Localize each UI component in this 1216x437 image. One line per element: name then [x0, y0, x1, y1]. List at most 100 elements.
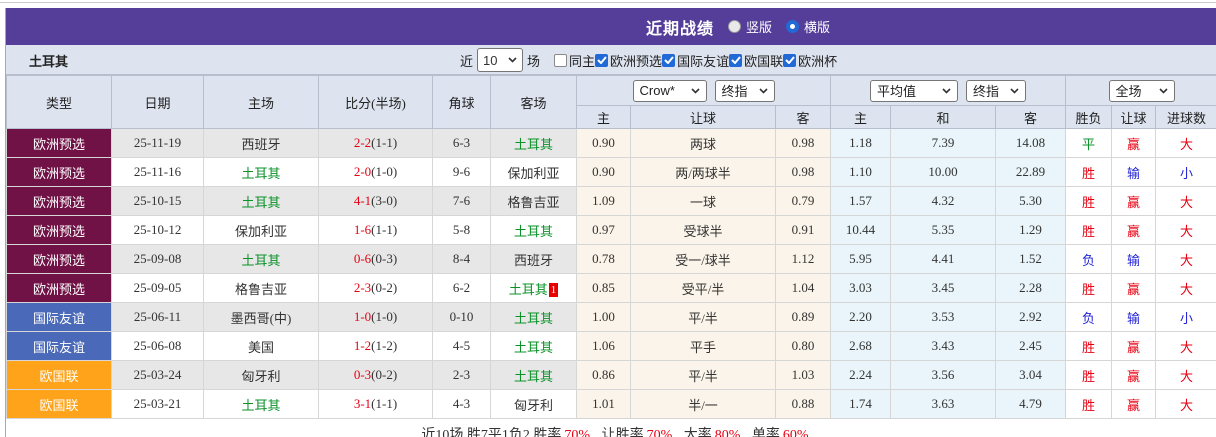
corners: 4-5 — [432, 331, 491, 361]
subcol-odds-away: 客 — [774, 105, 832, 129]
half-time-score: (1-2) — [371, 338, 398, 353]
chevron-down-icon — [758, 87, 768, 94]
radio-horizontal-layout[interactable]: 横版 — [786, 17, 830, 36]
match-date: 25-03-21 — [111, 389, 204, 419]
match-type-badge: 欧洲预选 — [6, 186, 112, 216]
summary-label: 近10场 胜7平1负2 胜率 — [421, 428, 562, 437]
home-team-name: 西班牙 — [241, 136, 281, 152]
outcome-result: 胜 — [1065, 389, 1113, 419]
goals-result: 大 — [1155, 273, 1216, 303]
col-header-score: 比分(半场) — [318, 75, 433, 129]
checkbox-icon — [729, 53, 743, 67]
summary-value: 70% — [564, 428, 591, 437]
handicap-line: 半/一 — [630, 389, 776, 419]
odds-stage-value: 终指 — [721, 84, 748, 99]
odds-source-select[interactable]: Crow* — [632, 79, 707, 102]
avg-home: 1.74 — [830, 389, 892, 419]
avg-home: 2.24 — [830, 360, 892, 390]
odds-away: 0.89 — [774, 302, 832, 332]
avg-away: 2.45 — [995, 331, 1067, 361]
outcome-result: 胜 — [1065, 215, 1113, 245]
summary-value: 60% — [782, 428, 809, 437]
home-team-name: 匈牙利 — [241, 368, 281, 384]
avg-away: 5.30 — [995, 186, 1067, 216]
panel-content: 近期战绩 竖版 横版 土耳其 近 10 场 同主 — [5, 8, 1216, 437]
home-team-cell: 西班牙 — [203, 128, 319, 158]
match-type-badge: 欧洲预选 — [6, 157, 112, 187]
goals-result: 大 — [1155, 331, 1216, 361]
away-team-name: 土耳其 — [508, 281, 548, 297]
match-date: 25-06-08 — [111, 331, 204, 361]
chevron-down-icon — [1158, 87, 1168, 94]
away-team-cell: 土耳其 — [490, 331, 577, 361]
average-dropdown-cell: 平均值 终指 — [830, 75, 1067, 106]
odds-source-value: Crow* — [639, 83, 675, 98]
handicap-result: 赢 — [1111, 215, 1157, 245]
avg-away: 22.89 — [995, 157, 1067, 187]
match-type-badge: 国际友谊 — [6, 331, 112, 361]
checkbox-same-home[interactable]: 同主 — [554, 51, 595, 70]
radio-vertical-layout[interactable]: 竖版 — [728, 17, 772, 36]
goals-result: 大 — [1155, 389, 1216, 419]
chevron-down-icon — [1010, 87, 1019, 94]
subcol-handicap-result: 让球 — [1111, 105, 1157, 129]
home-team-name: 墨西哥(中) — [230, 310, 292, 326]
match-type-badge: 欧洲预选 — [6, 273, 112, 303]
match-date: 25-06-11 — [111, 302, 204, 332]
checkbox-friendlies[interactable]: 国际友谊 — [662, 51, 729, 70]
home-team-name: 土耳其 — [241, 165, 281, 181]
radio-icon — [786, 20, 800, 33]
table-row: 欧洲预选 25-10-15 土耳其 4-1(3-0) 7-6 格鲁吉亚 1.09 — [6, 186, 1216, 216]
scope-value: 全场 — [1115, 84, 1142, 99]
home-team-name: 土耳其 — [241, 194, 281, 210]
subcol-avg-away: 客 — [995, 105, 1067, 129]
checkbox-label: 欧洲杯 — [798, 53, 838, 69]
handicap-line: 平手 — [630, 331, 776, 361]
avg-home: 1.57 — [830, 186, 892, 216]
match-date: 25-09-08 — [111, 244, 204, 274]
checkbox-icon — [554, 53, 568, 67]
odds-home: 0.85 — [576, 273, 631, 303]
col-header-corners: 角球 — [432, 75, 491, 129]
odds-away: 1.04 — [774, 273, 832, 303]
handicap-line: 受球半 — [630, 215, 776, 245]
odds-away: 0.79 — [774, 186, 832, 216]
summary-value: 80% — [714, 428, 741, 437]
avg-home: 1.18 — [830, 128, 892, 158]
average-select[interactable]: 平均值 — [870, 79, 959, 102]
handicap-result: 赢 — [1111, 331, 1157, 361]
home-team-name: 美国 — [247, 339, 274, 355]
avg-draw: 3.43 — [890, 331, 997, 361]
checkbox-nations-league[interactable]: 欧国联 — [729, 51, 783, 70]
handicap-line: 受一/球半 — [630, 244, 776, 274]
half-time-score: (0-3) — [371, 251, 398, 266]
average-stage-select[interactable]: 终指 — [966, 79, 1027, 102]
odds-stage-select[interactable]: 终指 — [714, 79, 775, 102]
away-team-cell: 土耳其 — [490, 215, 577, 245]
half-time-score: (0-2) — [371, 280, 398, 295]
avg-draw: 3.53 — [890, 302, 997, 332]
chevron-down-icon — [690, 87, 700, 94]
recent-count-select[interactable]: 10 — [477, 48, 524, 72]
home-team-cell: 土耳其 — [203, 389, 319, 419]
corners: 6-3 — [432, 128, 491, 158]
corners: 9-6 — [432, 157, 491, 187]
col-header-away: 客场 — [490, 75, 577, 129]
scope-dropdown-cell: 全场 — [1065, 75, 1216, 106]
goals-result: 大 — [1155, 128, 1216, 158]
odds-home: 1.06 — [576, 331, 631, 361]
away-team-name: 土耳其 — [513, 310, 553, 326]
table-row: 欧洲预选 25-11-16 土耳其 2-0(1-0) 9-6 保加利亚 0.90 — [6, 157, 1216, 187]
corners: 0-10 — [432, 302, 491, 332]
odds-home: 0.78 — [576, 244, 631, 274]
avg-draw: 3.63 — [890, 389, 997, 419]
checkbox-euro-cup[interactable]: 欧洲杯 — [783, 51, 837, 70]
match-type-badge: 欧洲预选 — [6, 215, 112, 245]
recent-count-value: 10 — [483, 52, 498, 68]
checkbox-europe-qualifiers[interactable]: 欧洲预选 — [595, 51, 662, 70]
goals-result: 小 — [1155, 157, 1216, 187]
scope-select[interactable]: 全场 — [1108, 79, 1175, 102]
handicap-result: 输 — [1111, 244, 1157, 274]
summary-label: 大率 — [683, 428, 712, 437]
away-team-cell: 格鲁吉亚 — [490, 186, 577, 216]
